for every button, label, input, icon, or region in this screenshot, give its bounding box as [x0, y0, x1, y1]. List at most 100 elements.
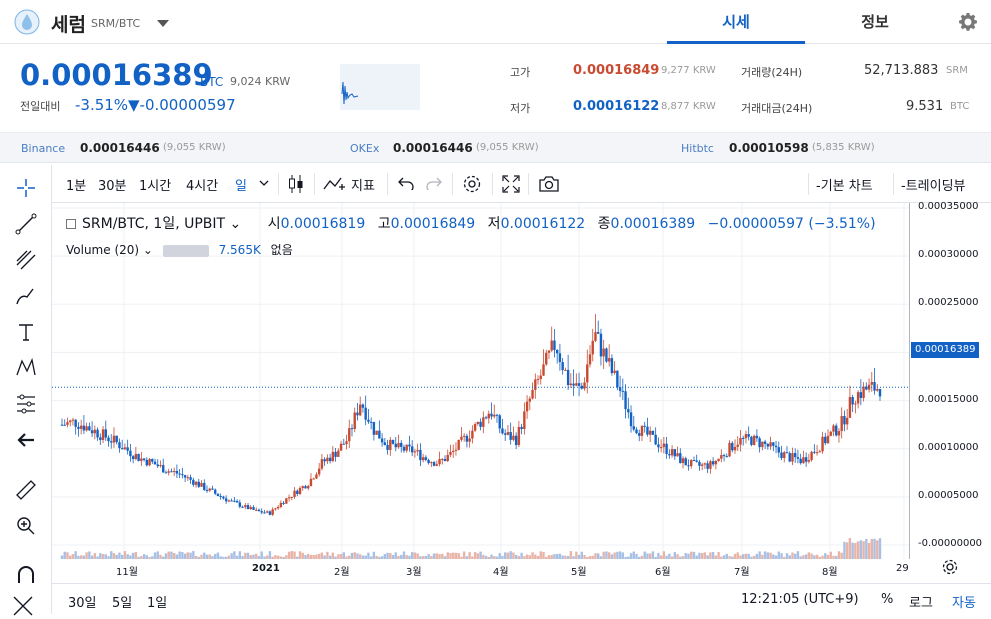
volume-bar — [591, 555, 594, 559]
trend-line-icon[interactable] — [13, 211, 39, 237]
candle-body — [583, 382, 586, 389]
candle-body — [742, 437, 745, 439]
candle-body — [772, 442, 775, 446]
candle-body — [309, 478, 313, 487]
legend-collapse-icon[interactable] — [66, 219, 76, 229]
volume-bar — [659, 555, 663, 559]
range-5d[interactable]: 5일 — [112, 596, 133, 611]
volume-bar — [670, 556, 674, 559]
range-30d[interactable]: 30일 — [68, 596, 97, 611]
volume-bar — [493, 556, 496, 559]
tab-info[interactable]: 정보 — [861, 13, 889, 31]
lock-drawings-icon[interactable] — [10, 593, 36, 619]
volume-bar — [783, 556, 786, 559]
candle-body — [104, 429, 107, 438]
volume-bar — [722, 555, 726, 559]
volume-bar — [793, 553, 797, 559]
ruler-icon[interactable] — [13, 477, 39, 503]
candle-body — [580, 385, 583, 389]
candle-body — [246, 505, 250, 510]
high-value: 0.00016849 — [573, 63, 660, 78]
volume-bar — [452, 552, 455, 559]
candle-body — [484, 417, 488, 419]
brush-icon[interactable] — [13, 283, 39, 309]
interval-1d[interactable]: 일 — [235, 179, 247, 194]
price-chart[interactable] — [52, 203, 909, 559]
candle-body — [356, 412, 359, 416]
candle-body — [307, 486, 310, 489]
candle-body — [553, 340, 556, 350]
redo-icon[interactable] — [426, 176, 442, 190]
indicators-button[interactable]: 지표 — [351, 179, 375, 194]
volume-chevron-icon[interactable]: ⌄ — [139, 243, 157, 257]
candle-body — [112, 435, 116, 443]
tab-market[interactable]: 시세 — [667, 0, 805, 44]
volume-bar — [555, 554, 559, 559]
legend-title[interactable]: SRM/BTC, 1일, UPBIT — [82, 216, 226, 232]
candle-body — [271, 509, 274, 515]
undo-icon[interactable] — [398, 176, 414, 190]
volume-bar — [69, 555, 72, 559]
candle-body — [151, 459, 154, 462]
crosshair-icon[interactable] — [13, 175, 39, 201]
low-value: 0.00016122 — [573, 99, 660, 114]
prediction-icon[interactable] — [13, 391, 39, 417]
volume-bar — [848, 537, 852, 559]
camera-icon[interactable] — [538, 175, 560, 193]
candle-body — [531, 389, 534, 399]
interval-4h[interactable]: 4시간 — [186, 179, 219, 194]
gear-icon[interactable] — [958, 12, 978, 32]
zoom-in-icon[interactable] — [13, 513, 39, 539]
fullscreen-icon[interactable] — [502, 175, 520, 193]
candle-body — [821, 436, 824, 452]
candle-body — [717, 458, 720, 461]
percent-toggle[interactable]: % — [881, 592, 894, 607]
magnet-icon[interactable] — [13, 563, 39, 589]
mini-chart — [340, 64, 420, 110]
range-1d[interactable]: 1일 — [147, 596, 168, 611]
fib-icon[interactable] — [13, 247, 39, 273]
time-axis-label: 6월 — [655, 567, 671, 578]
axis-settings-icon[interactable] — [941, 558, 959, 576]
exchange-price-bar: Binance 0.00016446 (9,055 KRW) OKEx 0.00… — [0, 132, 991, 163]
candle-type-icon[interactable] — [287, 174, 305, 194]
volume-bar — [74, 551, 77, 559]
indicators-icon[interactable] — [323, 175, 347, 193]
volume-bar — [523, 556, 526, 559]
back-arrow-icon[interactable] — [13, 427, 39, 453]
candle-body — [304, 486, 307, 489]
basic-chart-button[interactable]: -기본 차트 — [816, 179, 873, 194]
interval-1m[interactable]: 1분 — [66, 179, 87, 194]
pattern-icon[interactable] — [13, 355, 39, 381]
auto-toggle[interactable]: 자동 — [952, 596, 976, 611]
candle-body — [260, 511, 263, 513]
interval-1h[interactable]: 1시간 — [139, 179, 172, 194]
price-axis-label: 0.00030000 — [918, 249, 979, 261]
volume-bar — [479, 551, 482, 559]
time-axis[interactable]: 11월 2021 2월 3월 4월 5월 6월 7월 8월 29 — [52, 559, 909, 581]
volume-bar — [818, 556, 822, 559]
price-axis[interactable]: 0.000350000.000300000.000250000.00020000… — [909, 201, 991, 559]
candle-body — [865, 386, 868, 390]
text-tool-icon[interactable] — [13, 319, 39, 345]
volume-bar — [624, 556, 627, 559]
tradingview-button[interactable]: -트레이딩뷰 — [901, 179, 966, 194]
volume-bar — [482, 554, 485, 559]
volume-control-icons[interactable] — [162, 244, 209, 257]
volume-bar — [780, 553, 783, 559]
candle-body — [156, 464, 159, 467]
candle-body — [769, 442, 772, 447]
candle-body — [183, 475, 187, 478]
chart-settings-icon[interactable] — [462, 174, 482, 194]
volume-bar — [427, 554, 430, 559]
log-toggle[interactable]: 로그 — [909, 596, 933, 611]
clock-time[interactable]: 12:21:05 (UTC+9) — [741, 592, 859, 607]
candle-body — [386, 444, 389, 450]
coin-select-caret-icon[interactable] — [157, 20, 169, 27]
volume-legend-title[interactable]: Volume (20) — [66, 243, 140, 257]
candle-body — [867, 384, 871, 390]
candle-body — [99, 437, 102, 440]
time-axis-label: 8월 — [822, 567, 838, 578]
interval-dropdown-icon[interactable] — [259, 179, 269, 187]
interval-30m[interactable]: 30분 — [98, 179, 127, 194]
